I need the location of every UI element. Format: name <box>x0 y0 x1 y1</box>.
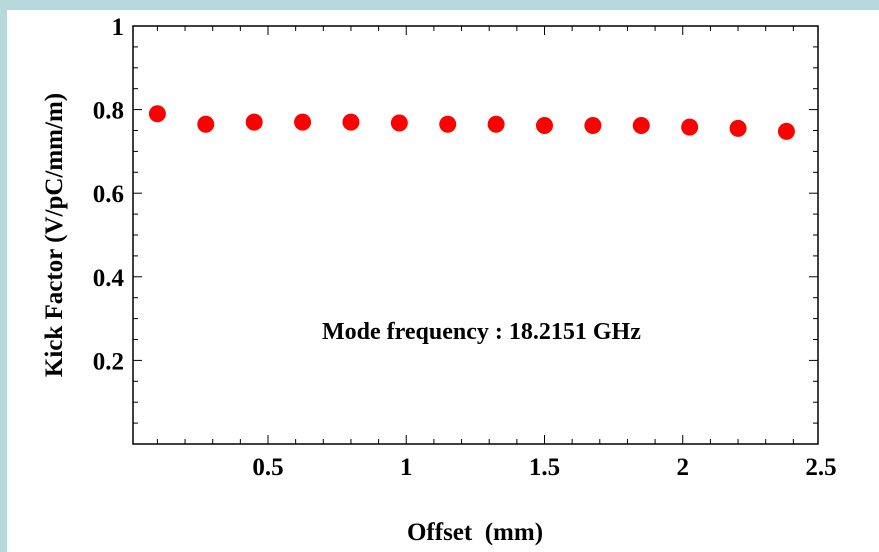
y-tick-label: 1 <box>112 14 125 41</box>
data-point <box>536 116 553 134</box>
data-point <box>487 115 505 133</box>
y-tick-label: 0.2 <box>93 348 124 375</box>
y-tick-label: 0.4 <box>93 265 125 292</box>
plot-frame <box>132 25 819 445</box>
data-point <box>390 114 408 132</box>
data-point <box>439 115 457 133</box>
x-tick-label: 0.5 <box>252 454 283 481</box>
data-points <box>148 105 795 140</box>
x-tick-label: 2.5 <box>805 454 836 481</box>
x-tick-label: 1 <box>400 454 413 481</box>
data-point <box>777 122 795 140</box>
window-frame-left <box>0 0 7 552</box>
window-frame-top <box>0 0 879 10</box>
y-axis-ticks: 0.2 0.4 0.6 0.8 1 <box>93 14 818 424</box>
data-point <box>632 116 650 134</box>
data-point <box>681 118 699 136</box>
data-point <box>148 105 166 123</box>
x-tick-label: 2 <box>677 454 690 481</box>
data-point <box>294 113 312 131</box>
data-point <box>729 119 747 137</box>
x-axis-ticks: 0.5 1 1.5 2 2.5 <box>156 26 837 481</box>
data-point <box>197 115 215 133</box>
data-point <box>245 113 263 131</box>
y-axis-title: Kick Factor (V/pC/mm/m) <box>41 93 68 377</box>
mode-frequency-annotation: Mode frequency : 18.2151 GHz <box>322 319 641 345</box>
x-tick-label: 1.5 <box>529 454 560 481</box>
x-axis-title: Offset (mm) <box>407 519 543 546</box>
y-tick-label: 0.6 <box>93 181 124 208</box>
data-point <box>584 116 602 134</box>
y-tick-label: 0.8 <box>93 98 124 125</box>
data-point <box>342 113 360 131</box>
